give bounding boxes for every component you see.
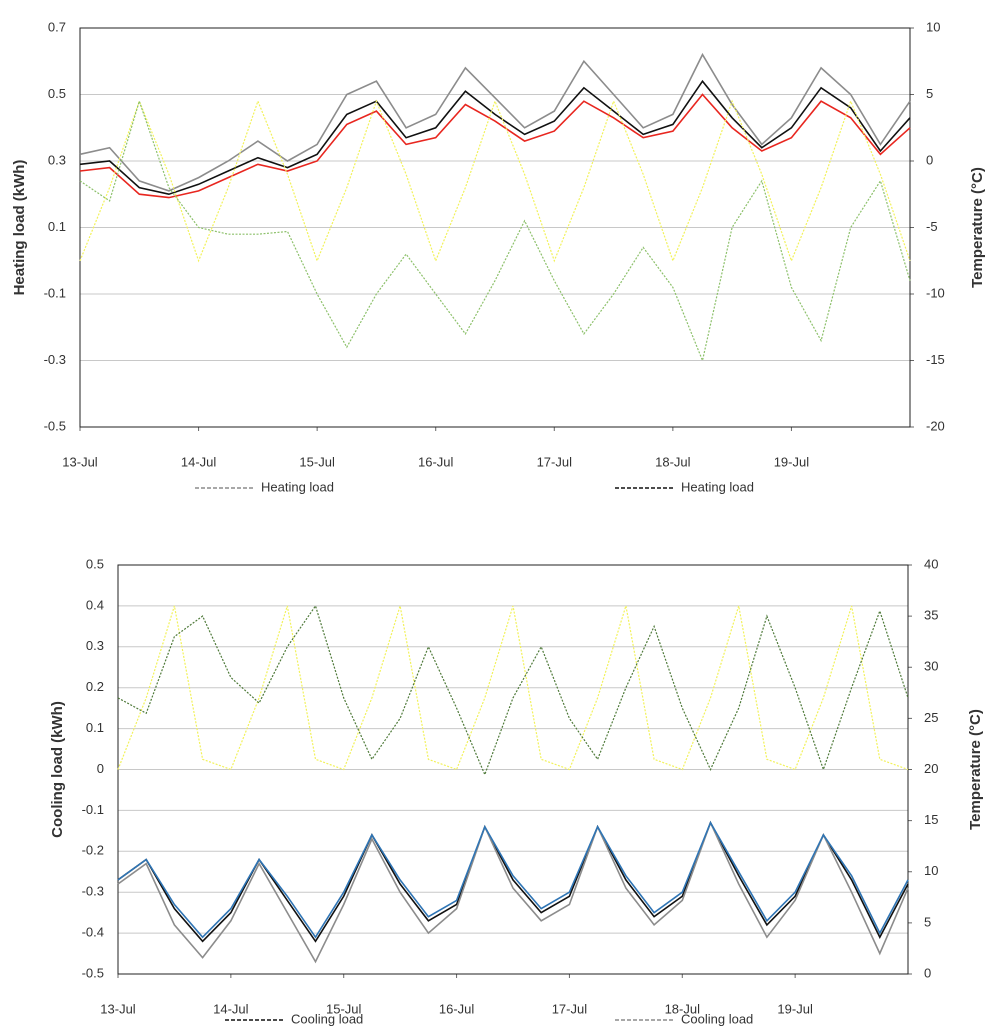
legend-label: Cooling load: [681, 1011, 753, 1026]
series-line: [117, 820, 909, 943]
y-tick-label: -0.4: [82, 925, 104, 940]
y-tick-label: -0.1: [82, 802, 104, 817]
series-line: [117, 605, 909, 771]
y2-tick-label: -10: [926, 285, 945, 300]
legend-label: Heating load: [261, 479, 334, 494]
y2-tick-label: 15: [924, 812, 938, 827]
series-line: [117, 820, 909, 939]
y-tick-label: 0.1: [48, 219, 66, 234]
y2-tick-label: 25: [924, 710, 938, 725]
y2-tick-label: 10: [924, 863, 938, 878]
x-tick-label: 15-Jul: [299, 454, 335, 469]
y2-tick-label: 40: [924, 556, 938, 571]
y-tick-label: -0.3: [44, 352, 66, 367]
y2-axis-label: Temperature (°C): [967, 709, 984, 830]
y-tick-label: -0.2: [82, 843, 104, 858]
y2-tick-label: 20: [924, 761, 938, 776]
x-tick-label: 13-Jul: [100, 1001, 136, 1016]
x-tick-label: 16-Jul: [418, 454, 454, 469]
y-tick-label: 0.5: [86, 556, 104, 571]
y2-tick-label: 5: [926, 86, 933, 101]
series-line: [79, 99, 911, 363]
legend-label: Heating load: [681, 479, 754, 494]
x-tick-label: 14-Jul: [181, 454, 217, 469]
series-line: [79, 52, 911, 192]
y2-tick-label: 0: [926, 152, 933, 167]
legend-label: Cooling load: [291, 1011, 363, 1026]
x-tick-label: 17-Jul: [552, 1001, 588, 1016]
y-tick-label: 0: [97, 761, 104, 776]
plot-frame: [79, 27, 911, 428]
y-tick-label: -0.1: [44, 285, 66, 300]
y-axis-label: Cooling load (kWh): [49, 701, 66, 838]
x-tick-label: 16-Jul: [439, 1001, 475, 1016]
y2-tick-label: 35: [924, 608, 938, 623]
y-tick-label: 0.4: [86, 597, 104, 612]
y2-tick-label: -5: [926, 219, 938, 234]
y-tick-label: -0.3: [82, 884, 104, 899]
y2-tick-label: -15: [926, 352, 945, 367]
y-tick-label: 0.7: [48, 19, 66, 34]
series-line: [117, 604, 909, 777]
y2-tick-label: 30: [924, 659, 938, 674]
y2-tick-label: 5: [924, 914, 931, 929]
y2-tick-label: 0: [924, 965, 931, 980]
y-tick-label: 0.1: [86, 720, 104, 735]
series-line: [79, 79, 911, 196]
series-line: [79, 99, 911, 263]
x-tick-label: 18-Jul: [665, 1001, 701, 1016]
x-tick-label: 19-Jul: [774, 454, 810, 469]
x-tick-label: 14-Jul: [213, 1001, 249, 1016]
x-tick-label: 19-Jul: [777, 1001, 813, 1016]
y-tick-label: -0.5: [44, 418, 66, 433]
y-tick-label: -0.5: [82, 965, 104, 980]
y-tick-label: 0.5: [48, 86, 66, 101]
x-tick-label: 17-Jul: [537, 454, 573, 469]
series-line: [117, 820, 909, 964]
y-tick-label: 0.2: [86, 679, 104, 694]
series-line: [79, 93, 911, 199]
y-tick-label: 0.3: [48, 152, 66, 167]
y2-axis-label: Temperature (°C): [969, 167, 986, 288]
x-tick-label: 13-Jul: [62, 454, 98, 469]
x-tick-label: 18-Jul: [655, 454, 691, 469]
y-tick-label: 0.3: [86, 638, 104, 653]
y2-tick-label: -20: [926, 418, 945, 433]
x-tick-label: 15-Jul: [326, 1001, 362, 1016]
y2-tick-label: 10: [926, 19, 940, 34]
y-axis-label: Heating load (kWh): [11, 160, 28, 296]
